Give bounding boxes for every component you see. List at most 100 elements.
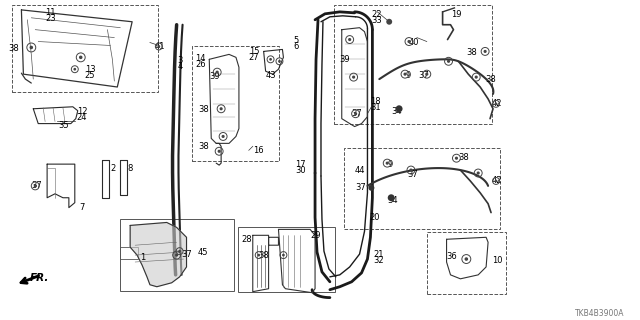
Circle shape xyxy=(403,73,406,76)
Text: 44: 44 xyxy=(355,166,365,175)
Circle shape xyxy=(218,150,221,153)
Bar xyxy=(120,247,138,259)
Circle shape xyxy=(157,45,160,48)
Circle shape xyxy=(386,162,389,165)
Text: 17: 17 xyxy=(295,160,306,169)
Circle shape xyxy=(352,76,355,79)
Circle shape xyxy=(269,58,272,61)
Bar xyxy=(427,232,506,294)
Circle shape xyxy=(369,185,374,191)
Bar xyxy=(334,5,492,124)
Circle shape xyxy=(34,184,37,188)
Text: 39: 39 xyxy=(340,55,350,64)
Circle shape xyxy=(495,180,497,182)
Circle shape xyxy=(475,76,478,79)
Text: 34: 34 xyxy=(387,196,398,205)
Circle shape xyxy=(387,19,392,25)
Text: 3: 3 xyxy=(178,56,183,65)
Text: 38: 38 xyxy=(467,48,477,58)
Bar xyxy=(12,5,158,92)
Circle shape xyxy=(178,250,181,252)
Text: 37: 37 xyxy=(407,170,418,179)
Circle shape xyxy=(257,254,260,256)
Circle shape xyxy=(221,135,225,138)
Text: 38: 38 xyxy=(259,251,269,260)
Text: 42: 42 xyxy=(492,176,502,185)
Text: 21: 21 xyxy=(373,250,384,259)
Circle shape xyxy=(354,112,357,115)
Circle shape xyxy=(484,50,486,53)
Text: 28: 28 xyxy=(241,235,252,244)
Text: 27: 27 xyxy=(249,53,259,62)
Text: 38: 38 xyxy=(198,142,209,151)
Circle shape xyxy=(396,105,403,112)
Circle shape xyxy=(465,257,468,261)
Text: 10: 10 xyxy=(492,256,502,265)
Circle shape xyxy=(455,156,458,160)
Text: 42: 42 xyxy=(492,99,502,108)
Text: 1: 1 xyxy=(140,253,145,262)
Text: 33: 33 xyxy=(371,16,382,25)
Text: 25: 25 xyxy=(84,71,95,80)
Text: 43: 43 xyxy=(266,71,276,80)
Text: 37: 37 xyxy=(31,181,42,190)
Circle shape xyxy=(216,71,219,74)
Text: 18: 18 xyxy=(371,97,381,106)
Text: 38: 38 xyxy=(8,44,19,53)
Text: 23: 23 xyxy=(45,14,56,23)
Text: 15: 15 xyxy=(249,47,259,56)
Text: 37: 37 xyxy=(356,183,366,192)
Circle shape xyxy=(410,168,413,172)
Text: 9: 9 xyxy=(387,160,392,169)
Text: 19: 19 xyxy=(451,10,462,19)
Text: 37: 37 xyxy=(351,109,362,118)
Circle shape xyxy=(220,107,223,110)
Text: 24: 24 xyxy=(77,113,87,122)
Text: 9: 9 xyxy=(405,71,410,80)
Text: 5: 5 xyxy=(293,36,298,44)
Text: 45: 45 xyxy=(197,248,208,257)
Text: TKB4B3900A: TKB4B3900A xyxy=(575,309,625,318)
Circle shape xyxy=(408,40,411,43)
Text: 6: 6 xyxy=(293,42,299,51)
Text: 38: 38 xyxy=(458,153,469,162)
Text: 36: 36 xyxy=(447,252,458,261)
Text: 20: 20 xyxy=(369,212,380,221)
Bar xyxy=(344,148,500,229)
Polygon shape xyxy=(130,222,186,287)
Text: FR.: FR. xyxy=(29,273,49,283)
Text: 34: 34 xyxy=(391,107,402,116)
Circle shape xyxy=(278,60,281,63)
Circle shape xyxy=(29,46,33,49)
Text: 32: 32 xyxy=(373,256,384,265)
Text: 38: 38 xyxy=(198,105,209,114)
Circle shape xyxy=(495,102,497,105)
Text: 40: 40 xyxy=(409,37,419,47)
Text: 8: 8 xyxy=(127,164,132,173)
Circle shape xyxy=(425,73,428,76)
Text: 14: 14 xyxy=(195,54,206,63)
Text: 38: 38 xyxy=(485,75,496,84)
Circle shape xyxy=(175,253,178,257)
Text: 22: 22 xyxy=(371,10,382,19)
Text: 4: 4 xyxy=(178,62,183,71)
Text: 41: 41 xyxy=(155,42,165,51)
Text: 11: 11 xyxy=(45,8,56,17)
Text: 2: 2 xyxy=(110,164,116,173)
Circle shape xyxy=(388,194,395,201)
Circle shape xyxy=(74,68,76,71)
Circle shape xyxy=(348,38,351,41)
Text: 13: 13 xyxy=(84,65,95,74)
Bar xyxy=(120,220,234,291)
Text: 37: 37 xyxy=(182,250,193,259)
Bar xyxy=(238,228,335,292)
Circle shape xyxy=(79,56,83,59)
Text: 30: 30 xyxy=(295,166,306,175)
Circle shape xyxy=(477,172,480,175)
Text: 12: 12 xyxy=(77,107,87,116)
Text: 31: 31 xyxy=(371,103,381,112)
Circle shape xyxy=(447,60,450,63)
Text: 26: 26 xyxy=(195,60,206,69)
Text: 16: 16 xyxy=(253,146,264,155)
Text: 7: 7 xyxy=(80,203,85,212)
